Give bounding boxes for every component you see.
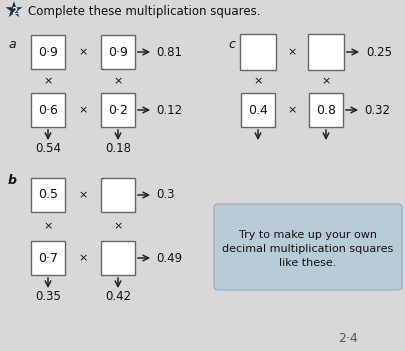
Text: 0.54: 0.54: [35, 143, 61, 155]
Bar: [31, 178, 65, 212]
Text: ×: ×: [78, 190, 87, 200]
Bar: [101, 93, 135, 127]
Text: Complete these multiplication squares.: Complete these multiplication squares.: [28, 6, 260, 19]
Bar: [307, 34, 343, 70]
Text: 0·2: 0·2: [108, 104, 128, 117]
Text: ×: ×: [287, 105, 296, 115]
Bar: [239, 34, 275, 70]
Text: ×: ×: [78, 47, 87, 57]
Text: ×: ×: [287, 47, 296, 57]
Text: 0.42: 0.42: [104, 291, 131, 304]
Text: 0.4: 0.4: [247, 104, 267, 117]
Text: ×: ×: [253, 76, 262, 86]
Text: 0·9: 0·9: [38, 46, 58, 59]
Bar: [31, 35, 65, 69]
Text: ×: ×: [320, 76, 330, 86]
Bar: [308, 93, 342, 127]
Text: 0.18: 0.18: [105, 143, 131, 155]
Text: 0·9: 0·9: [108, 46, 128, 59]
Bar: [101, 241, 135, 275]
FancyBboxPatch shape: [213, 204, 401, 290]
Bar: [241, 93, 274, 127]
Text: ×: ×: [43, 76, 53, 86]
Text: 0.12: 0.12: [156, 104, 182, 117]
Text: 0.25: 0.25: [365, 46, 391, 59]
Text: 0.49: 0.49: [156, 252, 182, 265]
Text: 2: 2: [11, 7, 17, 15]
Text: 0·6: 0·6: [38, 104, 58, 117]
Text: ×: ×: [113, 76, 122, 86]
Text: 0.3: 0.3: [156, 188, 174, 201]
Text: ×: ×: [43, 221, 53, 231]
Bar: [101, 178, 135, 212]
Bar: [31, 241, 65, 275]
Text: a: a: [8, 39, 15, 52]
Bar: [31, 93, 65, 127]
Text: Try to make up your own
decimal multiplication squares
like these.: Try to make up your own decimal multipli…: [222, 230, 393, 268]
Text: ×: ×: [113, 221, 122, 231]
Text: 0.8: 0.8: [315, 104, 335, 117]
Text: ×: ×: [78, 253, 87, 263]
Text: b: b: [8, 173, 17, 186]
Text: ★: ★: [4, 2, 24, 22]
Text: 0.5: 0.5: [38, 188, 58, 201]
Text: 0·7: 0·7: [38, 252, 58, 265]
Text: c: c: [228, 39, 234, 52]
Text: 2·4: 2·4: [337, 331, 357, 344]
Text: 0.81: 0.81: [156, 46, 181, 59]
Text: 0.35: 0.35: [35, 291, 61, 304]
Bar: [101, 35, 135, 69]
Text: ×: ×: [78, 105, 87, 115]
Text: 0.32: 0.32: [363, 104, 389, 117]
